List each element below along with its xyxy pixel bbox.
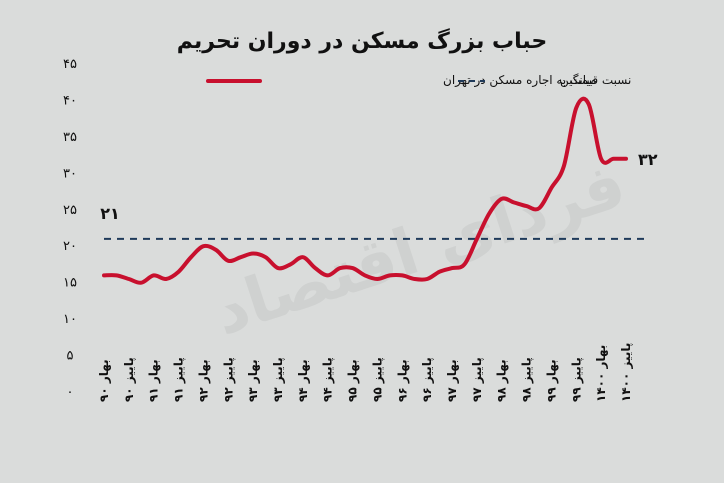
x-axis: بهار ۹۰ پاییز ۹۰ بهار ۹۱ پاییز ۹۱ بهار ۹۲ پای… (97, 343, 633, 402)
y-tick-label: ۲۰ (63, 239, 77, 254)
y-tick-label: ۲۵ (63, 203, 77, 218)
x-tick-label: بهار ۹۳ (246, 359, 260, 402)
x-tick-label: بهار ۹۲ (196, 359, 210, 402)
x-tick-label: پاییز ۹۲ (221, 357, 235, 402)
data-label-last-value: ۳۲ (638, 150, 658, 169)
data-label-average: ۲۱ (100, 204, 120, 223)
x-tick-label: بهار ۹۰ (97, 359, 111, 402)
y-tick-label: ۳۰ (63, 166, 77, 181)
y-tick-label: ۰ (67, 385, 74, 400)
chart-title: حباب بزرگ مسکن در دوران تحریم (177, 28, 547, 54)
y-tick-label: ۱۰ (63, 312, 77, 327)
watermark: فردای اقتصاد (205, 148, 634, 350)
x-tick-label: پاییز ۹۴ (321, 357, 335, 402)
x-tick-label: بهار ۹۷ (445, 359, 459, 402)
y-tick-label: ۱۵ (63, 276, 77, 291)
x-tick-label: پاییز ۹۷ (470, 357, 484, 402)
x-tick-label: پاییز ۹۳ (271, 357, 285, 402)
data-labels: ۳۲ ۲۱ (100, 150, 658, 223)
y-tick-label: ۵ (67, 349, 74, 364)
x-tick-label: بهار ۹۵ (346, 359, 360, 402)
x-tick-label: بهار ۹۸ (495, 359, 509, 402)
x-tick-label: پاییز ۹۵ (370, 357, 384, 402)
x-tick-label: بهار ۹۱ (147, 359, 161, 402)
x-tick-label: پاییز ۹۶ (420, 357, 434, 402)
legend: نسبت قیمت به اجاره مسکن در تهران میانگین (206, 73, 631, 88)
x-tick-label: پاییز ۹۱ (172, 357, 186, 402)
y-tick-label: ۳۵ (63, 130, 77, 145)
x-tick-label: پاییز ۹۹ (569, 357, 583, 402)
y-tick-label: ۴۰ (63, 93, 77, 108)
series-layer (102, 96, 650, 285)
x-tick-label: پاییز ۹۸ (520, 357, 534, 402)
x-tick-label: بهار ۹۴ (296, 359, 310, 402)
x-tick-label: بهار ۹۶ (395, 359, 409, 402)
y-axis: ۰ ۵ ۱۰ ۱۵ ۲۰ ۲۵ ۳۰ ۳۵ ۴۰ ۴۵ (63, 57, 77, 400)
series-price-rent-line (102, 96, 628, 285)
legend-label-average: میانگین (560, 73, 596, 88)
x-tick-label: بهار ۱۴۰۰ (594, 345, 608, 402)
x-tick-label: بهار ۹۹ (544, 359, 558, 402)
x-tick-label: پاییز ۹۰ (122, 357, 136, 402)
legend-label-price-rent: نسبت قیمت به اجاره مسکن در تهران (443, 73, 631, 88)
y-tick-label: ۴۵ (63, 57, 77, 72)
x-tick-label: پاییز ۱۴۰۰ (619, 343, 633, 402)
